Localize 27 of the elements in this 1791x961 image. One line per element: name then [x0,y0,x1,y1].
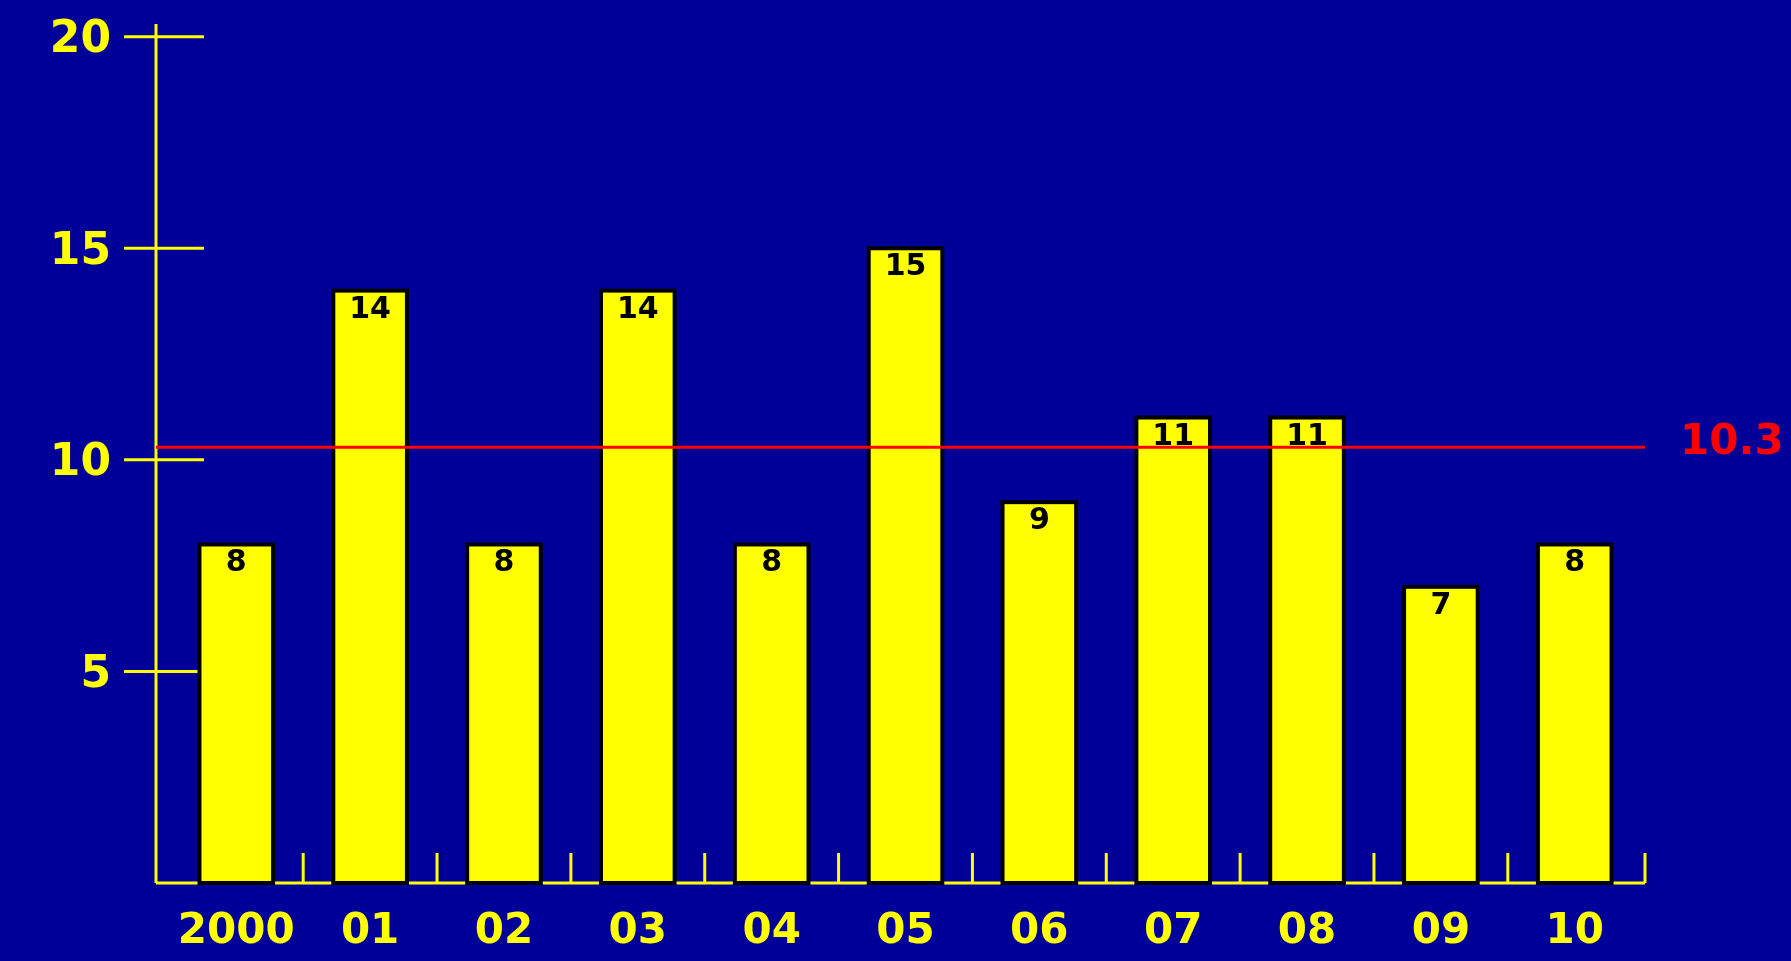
data-label: 11 [1286,416,1328,452]
data-label: 8 [761,543,783,579]
y-tick-label: 10 [49,434,111,486]
data-label: 9 [1028,501,1050,537]
data-label: 8 [1564,543,1586,579]
x-tick-label: 10 [1545,904,1604,953]
data-label: 14 [616,289,659,325]
x-tick-label: 09 [1411,904,1471,953]
data-label: 7 [1430,585,1452,621]
y-tick-label: 20 [49,11,111,63]
x-tick-label: 03 [608,904,668,953]
x-tick-label: 02 [474,904,534,953]
data-label: 11 [1152,416,1195,452]
y-tick-label: 5 [80,645,111,697]
x-tick-label: 04 [742,904,801,953]
x-tick-label: 07 [1143,904,1203,953]
x-tick-label: 01 [340,904,400,953]
x-tick-label: 06 [1010,904,1069,953]
y-tick-label: 15 [49,222,111,274]
data-label: 14 [349,289,391,325]
data-label: 8 [225,543,247,579]
ref-line-label: 10.3 [1680,414,1784,464]
x-tick-label: 05 [876,904,935,953]
data-label: 8 [493,543,515,579]
x-tick-label: 08 [1277,904,1337,953]
x-tick-label: 2000 [177,904,295,953]
data-label: 15 [884,247,927,283]
